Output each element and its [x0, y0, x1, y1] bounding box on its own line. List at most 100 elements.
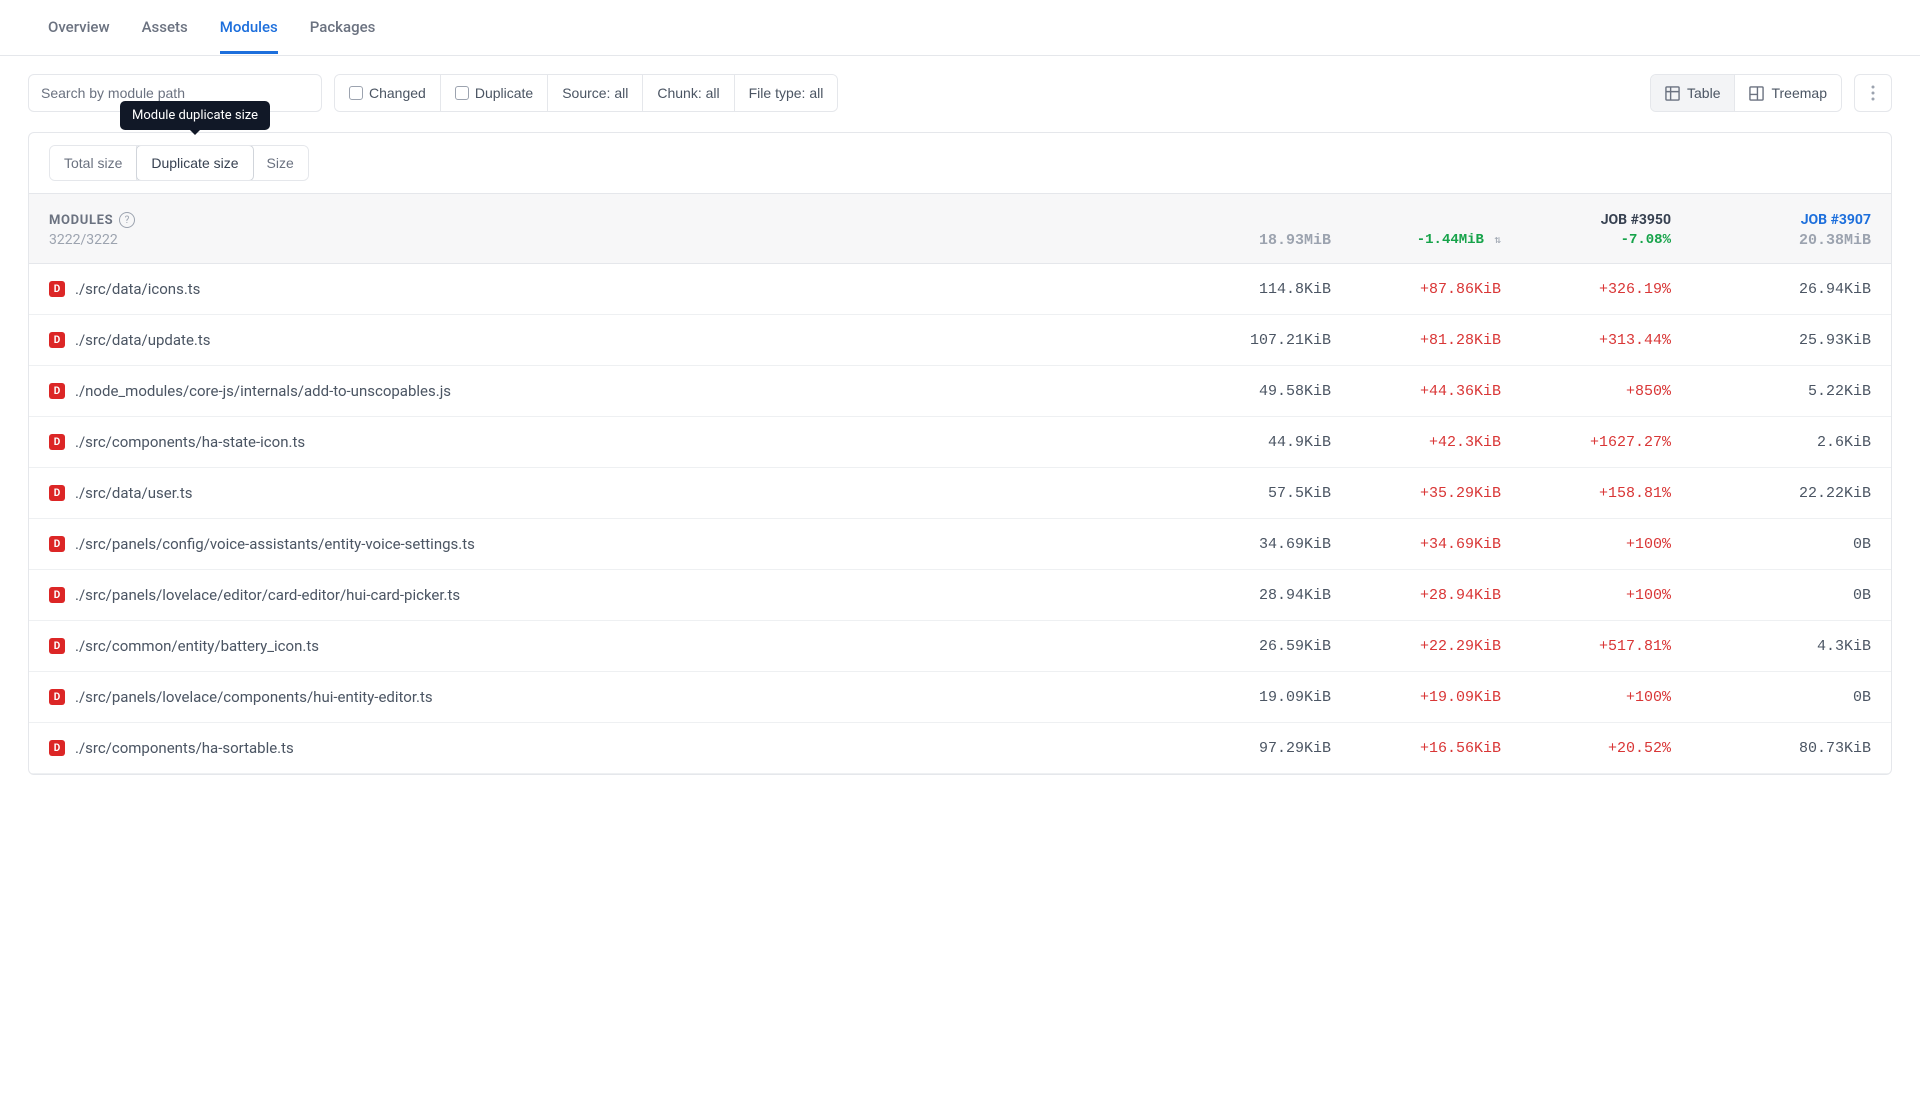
view-toggle: Table Treemap [1650, 74, 1842, 112]
sort-icon: ⇅ [1494, 235, 1501, 247]
table-body: D./src/data/icons.ts114.8KiB+87.86KiB+32… [29, 264, 1891, 774]
cell-delta: +81.28KiB [1331, 332, 1501, 349]
tab-modules[interactable]: Modules [220, 1, 278, 54]
more-actions-button[interactable] [1854, 74, 1892, 112]
cell-size: 19.09KiB [1161, 689, 1331, 706]
table-row[interactable]: D./src/data/user.ts57.5KiB+35.29KiB+158.… [29, 468, 1891, 519]
metric-toggle-row: Total size Duplicate size Size [29, 133, 1891, 193]
checkbox-icon [349, 86, 363, 100]
tab-assets[interactable]: Assets [142, 1, 188, 54]
filter-group: Changed Duplicate Source: all Chunk: all… [334, 74, 838, 112]
cell-delta: +34.69KiB [1331, 536, 1501, 553]
cell-baseline: 26.94KiB [1671, 281, 1871, 298]
metric-size-button[interactable]: Size [253, 146, 308, 180]
duplicate-badge-icon: D [49, 587, 65, 603]
table-row[interactable]: D ./src/data/update.ts 107.21KiB+81.28KiB+… [29, 315, 1891, 366]
table-row[interactable]: D ./src/panels/config/voice-assistants/en… [29, 519, 1891, 570]
table-row[interactable]: D ./src/components/ha-state-icon.ts 44.9Ki… [29, 417, 1891, 468]
duplicate-badge-icon: D [49, 536, 65, 552]
kebab-icon [1871, 85, 1875, 101]
module-path[interactable]: ./src/components/ha-state-icon.ts [75, 433, 305, 451]
treemap-icon [1749, 86, 1764, 101]
cell-size: 28.94KiB [1161, 587, 1331, 604]
module-path[interactable]: ./src/data/icons.ts [75, 280, 200, 298]
column-pct[interactable]: JOB #3950 -7.08% [1501, 212, 1671, 248]
cell-size: 97.29KiB [1161, 740, 1331, 757]
cell-pct: +517.81% [1501, 638, 1671, 655]
duplicate-badge-icon: D [49, 689, 65, 705]
module-path[interactable]: ./src/panels/lovelace/components/hui-ent… [75, 688, 433, 706]
module-path[interactable]: ./src/panels/lovelace/editor/card-editor… [75, 586, 460, 604]
modules-column-header[interactable]: MODULES ? [49, 212, 1161, 228]
module-path[interactable]: ./src/common/entity/battery_icon.ts [75, 637, 319, 655]
module-path[interactable]: ./src/data/update.ts [75, 331, 211, 349]
job-a-pct: -7.08% [1501, 232, 1671, 248]
table-row[interactable]: D./src/components/ha-sortable.ts97.29KiB… [29, 723, 1891, 774]
cell-delta: +16.56KiB [1331, 740, 1501, 757]
filter-source[interactable]: Source: all [548, 75, 643, 111]
module-path[interactable]: ./src/data/user.ts [75, 484, 193, 502]
job-a-label: JOB #3950 [1501, 212, 1671, 228]
cell-pct: +326.19% [1501, 281, 1671, 298]
tooltip: Module duplicate size [120, 101, 270, 130]
cell-pct: +1627.27% [1501, 434, 1671, 451]
cell-size: 34.69KiB [1161, 536, 1331, 553]
job-b-label[interactable]: JOB #3907 [1671, 212, 1871, 228]
table-row[interactable]: D ./src/common/entity/battery_icon.ts 26.5… [29, 621, 1891, 672]
cell-size: 49.58KiB [1161, 383, 1331, 400]
metric-total-button[interactable]: Total size [50, 146, 137, 180]
cell-pct: +158.81% [1501, 485, 1671, 502]
cell-baseline: 80.73KiB [1671, 740, 1871, 757]
cell-delta: +19.09KiB [1331, 689, 1501, 706]
filter-label: Changed [369, 85, 426, 101]
cell-baseline: 0B [1671, 587, 1871, 604]
tab-overview[interactable]: Overview [48, 1, 110, 54]
duplicate-badge-icon: D [49, 332, 65, 348]
metric-toggle: Total size Duplicate size Size [49, 145, 309, 181]
job-b-total: 20.38MiB [1671, 232, 1871, 249]
help-icon[interactable]: ? [119, 212, 135, 228]
cell-pct: +850% [1501, 383, 1671, 400]
table-row[interactable]: D./node_modules/core-js/internals/add-to… [29, 366, 1891, 417]
cell-size: 114.8KiB [1161, 281, 1331, 298]
modules-count: 3222/3222 [49, 232, 1161, 248]
cell-pct: +313.44% [1501, 332, 1671, 349]
cell-baseline: 25.93KiB [1671, 332, 1871, 349]
view-table-button[interactable]: Table [1651, 75, 1735, 111]
module-path[interactable]: ./node_modules/core-js/internals/add-to-… [75, 382, 451, 400]
table-row[interactable]: D./src/data/icons.ts114.8KiB+87.86KiB+32… [29, 264, 1891, 315]
filter-label: Duplicate [475, 85, 533, 101]
duplicate-badge-icon: D [49, 485, 65, 501]
cell-pct: +100% [1501, 536, 1671, 553]
view-label: Table [1687, 85, 1720, 101]
duplicate-badge-icon: D [49, 638, 65, 654]
column-delta[interactable]: JOB #3950 -1.44MiB ⇅ [1331, 212, 1501, 248]
tab-packages[interactable]: Packages [310, 1, 376, 54]
module-path[interactable]: ./src/panels/config/voice-assistants/ent… [75, 535, 475, 553]
column-size[interactable]: 18.93MiB [1161, 212, 1331, 249]
cell-pct: +100% [1501, 587, 1671, 604]
filter-duplicate[interactable]: Duplicate [441, 75, 548, 111]
view-treemap-button[interactable]: Treemap [1735, 75, 1841, 111]
column-title: MODULES [49, 213, 113, 228]
table-row[interactable]: D ./src/panels/lovelace/editor/card-edito… [29, 570, 1891, 621]
cell-size: 26.59KiB [1161, 638, 1331, 655]
cell-pct: +100% [1501, 689, 1671, 706]
cell-baseline: 4.3KiB [1671, 638, 1871, 655]
cell-baseline: 0B [1671, 536, 1871, 553]
filter-filetype[interactable]: File type: all [735, 75, 838, 111]
duplicate-badge-icon: D [49, 281, 65, 297]
module-path[interactable]: ./src/components/ha-sortable.ts [75, 739, 294, 757]
cell-size: 57.5KiB [1161, 485, 1331, 502]
metric-duplicate-button[interactable]: Duplicate size [136, 145, 253, 181]
column-baseline[interactable]: JOB #3907 20.38MiB [1671, 212, 1871, 249]
table-row[interactable]: D ./src/panels/lovelace/components/hui-en… [29, 672, 1891, 723]
cell-delta: +42.3KiB [1331, 434, 1501, 451]
cell-size: 44.9KiB [1161, 434, 1331, 451]
filter-changed[interactable]: Changed [335, 75, 441, 111]
cell-baseline: 0B [1671, 689, 1871, 706]
cell-delta: +44.36KiB [1331, 383, 1501, 400]
filter-chunk[interactable]: Chunk: all [643, 75, 734, 111]
duplicate-badge-icon: D [49, 434, 65, 450]
cell-size: 107.21KiB [1161, 332, 1331, 349]
